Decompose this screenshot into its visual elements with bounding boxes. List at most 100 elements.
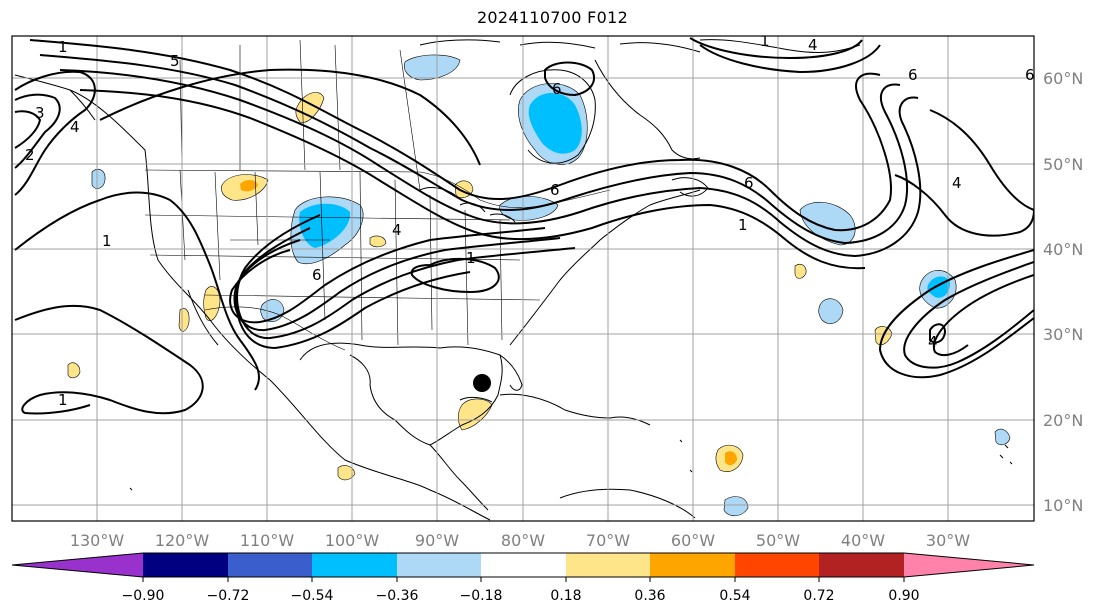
lon-tick-label: 110°W [240, 531, 295, 550]
colorbar-label: 0.54 [719, 588, 750, 604]
contour-alaska-1 [14, 70, 96, 196]
contour-label: 4 [808, 36, 818, 54]
contour-southern-arc-4 [235, 214, 471, 350]
contour-label: 1 [466, 249, 476, 267]
central-america [429, 444, 489, 511]
contour-east-atlantic-upper [929, 109, 1034, 211]
lon-tick-label: 120°W [155, 531, 210, 550]
contour-labels: 1 5 6 4 1 3 2 6 6 1 1 4 6 6 4 6 1 4 4 1 [25, 32, 1034, 409]
contour-label: 4 [952, 174, 962, 192]
colorbar-label: −0.90 [122, 588, 165, 604]
contour-jet-1 [29, 39, 892, 232]
contour-label: 6 [312, 266, 322, 284]
contour-label: 4 [392, 221, 402, 239]
colorbar-segment [143, 553, 228, 577]
contour-pacific-west [14, 191, 260, 391]
labrador-coast [594, 59, 701, 160]
lat-tick-label: 30°N [1043, 325, 1083, 344]
colorbar-extend-max [904, 553, 1034, 577]
canada-province-lines [179, 39, 421, 191]
lat-tick-label: 20°N [1043, 411, 1083, 430]
contour-north-canada [99, 68, 481, 166]
contour-pacific-low [14, 304, 204, 415]
colorbar-label: 0.36 [634, 588, 665, 604]
positive-anomaly-mexico [337, 465, 356, 481]
longitude-labels: 130°W 120°W 110°W 100°W 90°W 80°W 70°W 6… [70, 531, 970, 550]
contour-alaska-3 [14, 110, 42, 149]
negative-anomaly-plains-core [299, 203, 351, 248]
colorbar-segment [819, 553, 904, 577]
positive-anomaly-rockies-core [240, 179, 258, 192]
contour-atlantic-small-loop [929, 323, 947, 344]
contour-jet-2 [39, 54, 909, 245]
lon-tick-label: 80°W [501, 531, 545, 550]
colorbar: −0.90 −0.72 −0.54 −0.36 −0.18 0.18 0.36 … [11, 552, 1035, 604]
positive-anomaly-gulf [369, 235, 387, 248]
contour-label: 2 [25, 146, 35, 164]
alaska-coast [14, 74, 96, 121]
lon-tick-label: 70°W [586, 531, 630, 550]
colorbar-label: 0.90 [888, 588, 919, 604]
latitude-labels: 60°N 50°N 40°N 30°N 20°N 10°N [1043, 69, 1083, 515]
yucatan [459, 396, 493, 403]
lon-tick-label: 60°W [671, 531, 715, 550]
florida-peninsula [499, 354, 523, 391]
lat-tick-label: 50°N [1043, 155, 1083, 174]
contour-southern-arc-3 [236, 227, 576, 340]
colorbar-label: 0.18 [550, 588, 581, 604]
colorbar-segment [312, 553, 397, 577]
hudson-bay [509, 69, 596, 164]
positive-anomaly-pacific-2 [178, 308, 190, 332]
lon-tick-label: 30°W [926, 531, 970, 550]
cuba [499, 393, 611, 419]
positive-anomaly-pacific-1 [67, 362, 81, 379]
contour-atlantic-loop-outer [878, 249, 1034, 379]
lat-tick-label: 40°N [1043, 240, 1083, 259]
contour-label: 4 [70, 118, 80, 136]
contour-hudson-loop [544, 61, 595, 97]
lon-tick-label: 100°W [325, 531, 380, 550]
positive-anomaly-caribbean-core [725, 451, 737, 466]
contour-label: 3 [35, 104, 45, 122]
arctic-islands [419, 39, 701, 53]
contour-label: 6 [552, 80, 562, 98]
contour-label: 5 [170, 52, 180, 70]
contour-label: 1 [738, 216, 748, 234]
colorbar-segment [228, 553, 312, 577]
us-east-coast [509, 189, 701, 346]
lon-tick-label: 40°W [841, 531, 885, 550]
contour-atlantic-loop-inner [932, 274, 1034, 357]
negative-anomaly-caribbean [723, 496, 749, 517]
contour-atlantic-loop-mid [903, 261, 1034, 369]
colorbar-label: −0.36 [376, 588, 419, 604]
coastlines [14, 39, 1013, 521]
colorbar-label: −0.54 [291, 588, 334, 604]
negative-anomaly-labrador [403, 54, 461, 81]
contour-east-us-loop [410, 257, 500, 294]
contour-label: 1 [760, 32, 770, 50]
contour-label: 6 [550, 181, 560, 199]
colorbar-label: 0.72 [803, 588, 834, 604]
negative-anomaly-pacific [91, 168, 106, 189]
contour-label: 1 [58, 391, 68, 409]
lon-tick-label: 90°W [415, 531, 459, 550]
contour-lines [14, 37, 1034, 415]
greenland-coast [699, 39, 861, 53]
negative-anomaly-hudson-core [528, 92, 582, 154]
colorbar-segment [566, 553, 650, 577]
lon-tick-label: 130°W [70, 531, 125, 550]
colorbar-extend-min [12, 553, 143, 577]
positive-anomaly-yucatan [457, 398, 493, 431]
map-area: 1 5 6 4 1 3 2 6 6 1 1 4 6 6 4 6 1 4 4 1 [12, 32, 1034, 521]
baja-california [187, 289, 219, 346]
hispaniola [609, 416, 651, 426]
contour-jet-4 [79, 89, 866, 270]
graticule [12, 36, 1034, 521]
contour-alaska-2 [14, 93, 61, 169]
contour-north-atlantic [699, 44, 881, 74]
lat-tick-label: 60°N [1043, 69, 1083, 88]
positive-anomaly-canada [295, 92, 325, 123]
negative-anomaly-atlantic-1 [799, 202, 856, 246]
colorbar-label: −0.18 [460, 588, 503, 604]
